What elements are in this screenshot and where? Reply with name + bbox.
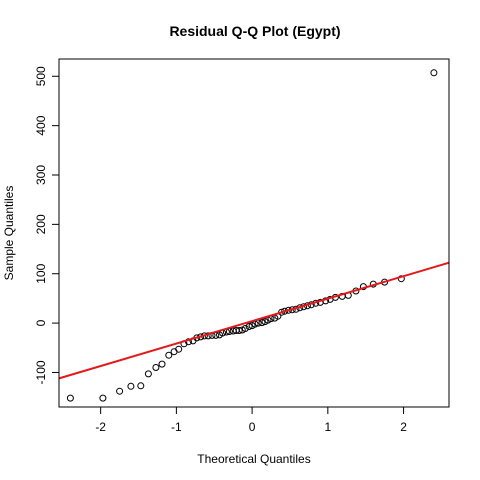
y-tick-label: 200	[34, 214, 48, 234]
points-layer	[66, 69, 438, 402]
data-point	[137, 382, 145, 390]
data-point	[158, 360, 166, 368]
x-axis-label: Theoretical Quantiles	[197, 452, 310, 466]
data-point	[152, 364, 160, 371]
y-axis-label: Sample Quantiles	[2, 186, 16, 281]
x-axis: -2 -1 0 1 2	[95, 406, 407, 434]
x-tick-label: -2	[95, 420, 106, 434]
data-point	[66, 394, 74, 402]
chart-title: Residual Q-Q Plot (Egypt)	[169, 23, 340, 39]
y-tick-label: -100	[34, 360, 48, 384]
data-point	[430, 69, 438, 77]
data-point	[175, 345, 183, 353]
y-tick-label: 100	[34, 263, 48, 283]
y-tick-label: 400	[34, 115, 48, 135]
data-point	[235, 327, 243, 334]
reference-line-layer	[58, 261, 450, 380]
x-tick-label: 0	[249, 420, 256, 434]
data-point	[99, 394, 107, 402]
data-point	[245, 323, 253, 330]
x-tick-label: 2	[400, 420, 407, 434]
y-tick-label: 500	[34, 66, 48, 86]
x-tick-label: 1	[324, 420, 331, 434]
data-point	[241, 325, 249, 332]
data-point	[144, 370, 152, 378]
data-point	[116, 387, 124, 395]
y-axis: -100 0 100 200 300 400 500	[34, 66, 60, 384]
data-point	[258, 319, 266, 327]
data-point	[165, 351, 173, 359]
plot-frame	[58, 58, 450, 408]
x-tick-label: -1	[171, 420, 182, 434]
y-tick-label: 300	[34, 165, 48, 185]
y-tick-label: 0	[34, 319, 48, 326]
reference-line	[58, 261, 450, 380]
data-point	[127, 382, 135, 390]
